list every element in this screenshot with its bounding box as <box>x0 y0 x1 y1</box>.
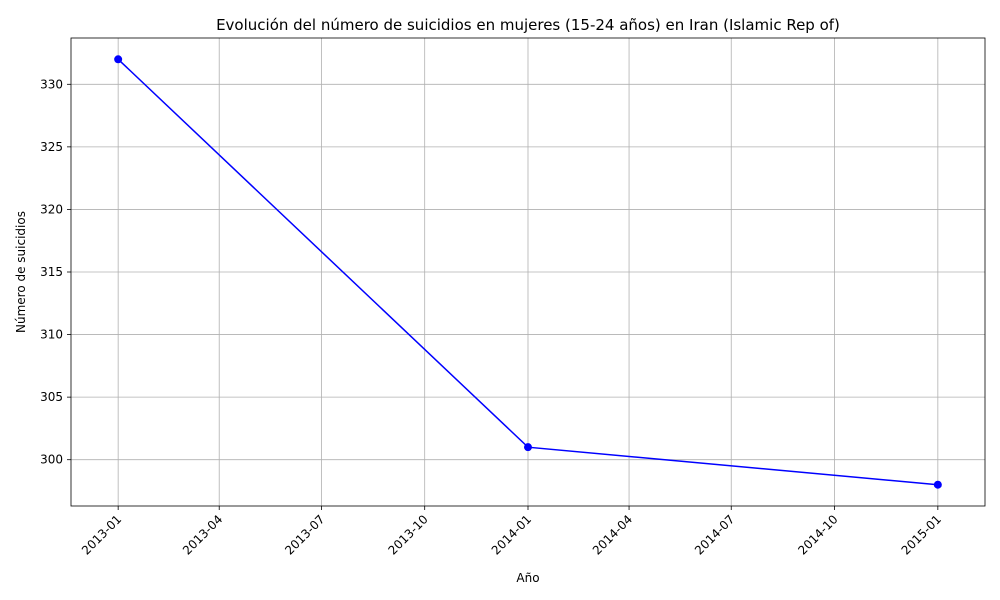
y-tick-label: 320 <box>40 202 63 216</box>
axis-ticks: 2013-01 2013-04 2013-07 2013-10 2014-01 2014-… <box>40 77 944 557</box>
x-axis-label: Año <box>516 571 539 585</box>
x-tick-label: 2014-07 <box>692 512 737 557</box>
series-layer <box>114 55 942 489</box>
x-tick-label: 2014-10 <box>795 512 840 557</box>
y-tick-label: 305 <box>40 390 63 404</box>
data-point <box>933 480 942 489</box>
grid <box>71 38 985 506</box>
y-tick-label: 310 <box>40 328 63 342</box>
data-point <box>524 443 532 452</box>
x-tick-label: 2013-01 <box>79 512 124 557</box>
y-tick-label: 330 <box>40 77 63 91</box>
x-tick-label: 2014-04 <box>590 512 635 557</box>
x-tick-label: 2013-10 <box>385 512 430 557</box>
y-tick-label: 315 <box>40 265 63 279</box>
y-tick-label: 325 <box>40 140 63 154</box>
x-tick-label: 2013-07 <box>282 512 327 557</box>
x-tick-label: 2014-01 <box>489 512 534 557</box>
y-tick-label: 300 <box>40 453 63 467</box>
x-tick-label: 2013-04 <box>180 512 225 557</box>
data-point <box>114 55 123 64</box>
y-axis-label: Número de suicidios <box>14 211 28 333</box>
x-tick-label: 2015-01 <box>899 512 944 557</box>
chart-title: Evolución del número de suicidios en muj… <box>216 16 840 34</box>
